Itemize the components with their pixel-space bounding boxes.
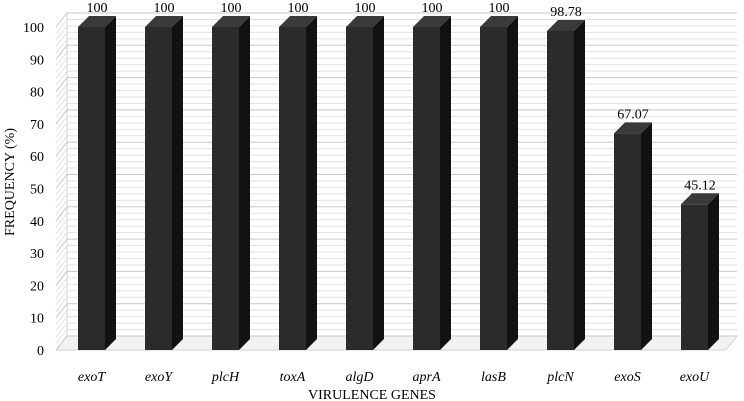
x-tick-label-exoU: exoU bbox=[680, 370, 710, 385]
bar-toxA bbox=[279, 16, 317, 350]
bar-plcN bbox=[547, 19, 585, 350]
y-tick-label: 60 bbox=[30, 150, 44, 165]
bar-top bbox=[413, 16, 451, 27]
data-label-exoU: 45.12 bbox=[684, 178, 716, 193]
bar-exoS bbox=[614, 122, 652, 351]
x-tick-label-plcN: plcN bbox=[546, 370, 574, 385]
x-tick-label-algD: algD bbox=[346, 370, 374, 385]
y-tick-label: 30 bbox=[30, 247, 44, 262]
bar-exoU bbox=[681, 193, 719, 350]
bar-front bbox=[547, 30, 574, 350]
bars bbox=[78, 16, 719, 351]
bar-top bbox=[614, 122, 652, 134]
x-tick-label-lasB: lasB bbox=[481, 370, 506, 385]
data-label-plcH: 100 bbox=[221, 1, 242, 16]
y-tick-label: 20 bbox=[30, 279, 44, 294]
bar-top bbox=[547, 19, 585, 31]
y-tick-label: 100 bbox=[23, 21, 44, 36]
x-tick-label-aprA: aprA bbox=[413, 370, 441, 385]
bar-top bbox=[681, 193, 719, 205]
bar-front bbox=[480, 27, 507, 350]
x-tick-labels: exoT exoY plcH toxA algD aprA lasB plcN exoS exoU bbox=[78, 370, 710, 385]
y-tick-label: 0 bbox=[37, 344, 44, 359]
data-label-exoS: 67.07 bbox=[617, 107, 649, 122]
bar-side bbox=[306, 16, 317, 350]
x-tick-label-plcH: plcH bbox=[211, 370, 240, 385]
bar-front bbox=[346, 27, 373, 350]
y-tick-label: 10 bbox=[30, 312, 44, 327]
x-tick-label-exoY: exoY bbox=[145, 370, 174, 385]
y-tick-label: 70 bbox=[30, 118, 44, 133]
data-label-aprA: 100 bbox=[422, 1, 443, 16]
bar-front bbox=[145, 27, 172, 350]
data-label-toxA: 100 bbox=[288, 1, 309, 16]
bar-top bbox=[145, 16, 183, 27]
bar-top bbox=[346, 16, 384, 27]
bar-side bbox=[574, 19, 585, 350]
y-tick-label: 50 bbox=[30, 183, 44, 198]
bar-top bbox=[480, 16, 518, 27]
bar-exoT bbox=[78, 16, 116, 350]
data-label-lasB: 100 bbox=[489, 1, 510, 16]
y-tick-labels: 0 10 20 30 40 50 60 70 80 90 100 bbox=[23, 21, 44, 359]
bar-side bbox=[373, 16, 384, 350]
bar-front bbox=[681, 204, 708, 350]
y-axis-title: FREQUENCY (%) bbox=[3, 128, 18, 236]
bar-side bbox=[105, 16, 116, 350]
bar-plcH bbox=[212, 16, 250, 350]
y-tick-label: 40 bbox=[30, 215, 44, 230]
gridline-major bbox=[55, 12, 737, 28]
bar-side bbox=[708, 193, 719, 350]
bar-side bbox=[641, 122, 652, 351]
bar-aprA bbox=[413, 16, 451, 350]
bar-front bbox=[212, 27, 239, 350]
data-label-exoY: 100 bbox=[154, 1, 175, 16]
bar-lasB bbox=[480, 16, 518, 350]
y-tick-label: 90 bbox=[30, 53, 44, 68]
bar-side bbox=[172, 16, 183, 350]
bar-top bbox=[78, 16, 116, 27]
data-label-plcN: 98.78 bbox=[550, 5, 582, 20]
y-tick-label: 80 bbox=[30, 86, 44, 101]
bar-exoY bbox=[145, 16, 183, 350]
data-label-exoT: 100 bbox=[87, 1, 108, 16]
bar-side bbox=[239, 16, 250, 350]
x-tick-label-toxA: toxA bbox=[280, 370, 306, 385]
bar-top bbox=[212, 16, 250, 27]
bar-front bbox=[614, 133, 641, 350]
bar-side bbox=[507, 16, 518, 350]
x-tick-label-exoS: exoS bbox=[614, 370, 640, 385]
bar-side bbox=[440, 16, 451, 350]
x-axis-title: VIRULENCE GENES bbox=[308, 388, 436, 401]
x-tick-label-exoT: exoT bbox=[78, 370, 106, 385]
bar-front bbox=[78, 27, 105, 350]
bar-top bbox=[279, 16, 317, 27]
bar-algD bbox=[346, 16, 384, 350]
data-labels: 100 100 100 100 100 100 100 98.78 67.07 45.12 bbox=[87, 1, 716, 193]
bar-front bbox=[279, 27, 306, 350]
bar-front bbox=[413, 27, 440, 350]
data-label-algD: 100 bbox=[355, 1, 376, 16]
